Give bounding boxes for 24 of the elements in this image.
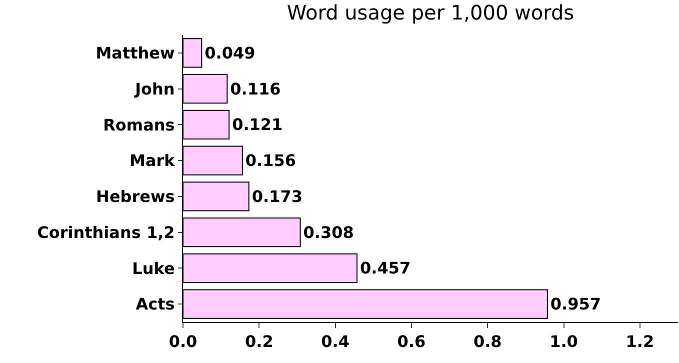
y-tick-label: Mark — [130, 151, 176, 170]
x-tick-label: 0.6 — [397, 332, 426, 352]
x-tick-label: 0.2 — [244, 332, 274, 352]
x-tick-label: 0.8 — [473, 332, 502, 352]
data-label: 0.049 — [204, 43, 256, 62]
data-label: 0.121 — [232, 115, 283, 134]
y-tick-label: Luke — [132, 258, 175, 278]
data-label: 0.116 — [230, 79, 281, 98]
data-label: 0.957 — [550, 294, 602, 314]
y-tick-label: Hebrews — [96, 187, 175, 206]
y-tick-label: Romans — [103, 115, 175, 134]
data-label: 0.308 — [303, 222, 354, 242]
data-label: 0.156 — [245, 151, 296, 170]
x-tick-label: 0.4 — [321, 332, 350, 352]
y-tick-label: Matthew — [96, 44, 176, 63]
chart-title: Word usage per 1,000 words — [286, 0, 574, 24]
data-label: 0.457 — [360, 258, 411, 278]
data-label: 0.173 — [252, 186, 302, 206]
y-tick-label: John — [134, 79, 175, 98]
y-tick-label: Acts — [136, 294, 175, 314]
x-tick-label: 0.0 — [168, 332, 198, 352]
x-tick-label: 1.2 — [626, 332, 654, 352]
x-tick-label: 1.0 — [550, 332, 578, 352]
y-tick-label: Corinthians 1,2 — [37, 222, 175, 242]
